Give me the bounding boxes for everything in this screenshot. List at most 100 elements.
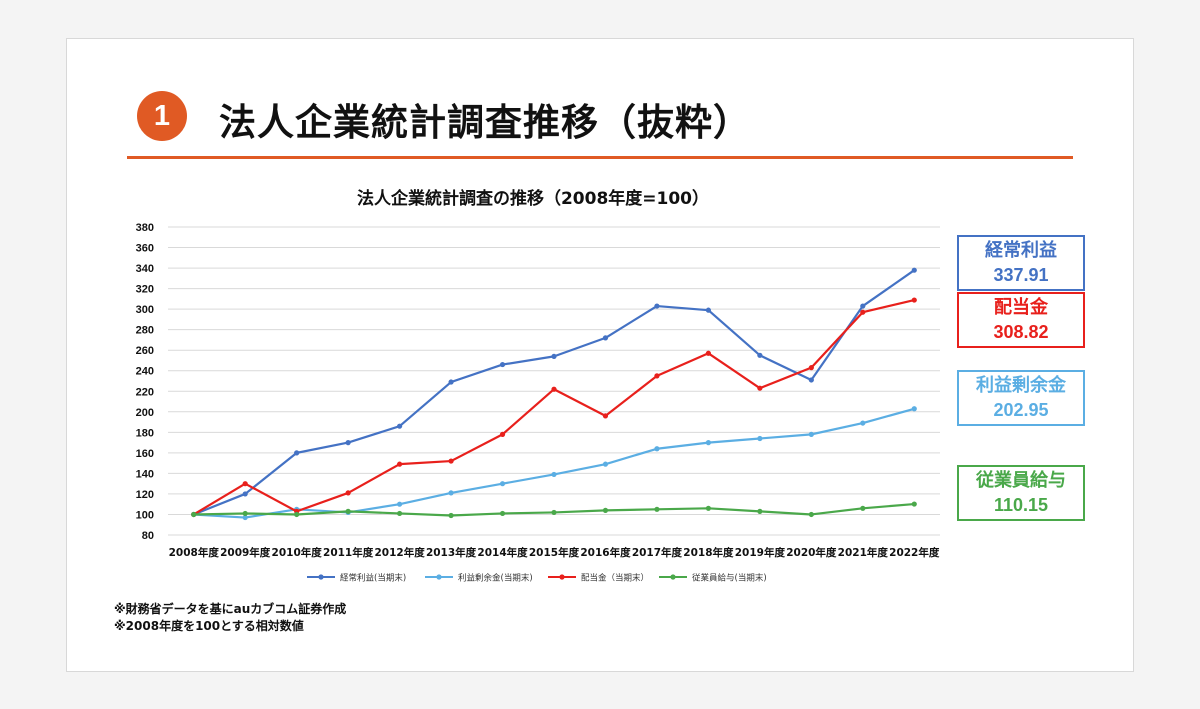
callout-keijo-rieki: 経常利益 337.91 <box>957 235 1085 291</box>
x-tick-label: 2016年度 <box>580 546 631 559</box>
source-note: ※財務省データを基にauカブコム証券作成 <box>114 602 347 616</box>
data-point <box>294 511 300 518</box>
data-point <box>551 353 557 359</box>
x-axis-ticks: 2008年度 2009年度 2010年度 2011年度 2012年度 2013年度 2014… <box>169 546 940 559</box>
legend-marker <box>559 574 565 580</box>
data-point <box>397 423 403 429</box>
legend-label: 経常利益(当期末) <box>340 573 406 584</box>
data-point <box>808 431 814 437</box>
chart-title: 法人企業統計調査の推移（2008年度=100） <box>356 189 710 209</box>
x-tick-label: 2010年度 <box>272 546 323 559</box>
y-tick-label: 160 <box>136 448 154 460</box>
data-point <box>757 508 763 514</box>
data-point <box>448 490 454 496</box>
y-tick-label: 380 <box>136 222 154 234</box>
relative-value-note: ※2008年度を100とする相対数値 <box>114 619 304 633</box>
title-divider <box>127 156 1073 159</box>
x-tick-label: 2022年度 <box>889 546 940 559</box>
legend-marker <box>436 574 442 580</box>
data-point <box>499 510 506 517</box>
y-tick-label: 340 <box>136 263 154 275</box>
data-point <box>602 461 609 467</box>
callout-label: 経常利益 <box>985 240 1057 261</box>
data-point <box>808 511 814 518</box>
data-point <box>397 461 403 467</box>
data-point <box>345 508 351 514</box>
callout-rieki-jouyokin: 利益剰余金 202.95 <box>957 370 1085 426</box>
slide-panel <box>66 38 1134 672</box>
data-point <box>654 303 660 309</box>
data-point <box>705 307 712 313</box>
data-point <box>602 507 609 513</box>
legend-label: 利益剰余金(当期末) <box>458 573 533 584</box>
x-tick-label: 2021年度 <box>838 546 889 559</box>
legend-label: 配当金（当期末） <box>581 573 649 584</box>
data-point <box>551 471 557 478</box>
data-point <box>345 440 351 446</box>
data-point <box>448 512 454 519</box>
data-point <box>911 297 917 303</box>
series-lines <box>191 267 917 521</box>
legend-marker <box>318 574 324 580</box>
x-tick-label: 2009年度 <box>220 546 271 559</box>
data-point <box>860 505 866 511</box>
data-point <box>499 481 506 487</box>
data-point <box>654 506 660 512</box>
callout-value: 110.15 <box>993 495 1049 515</box>
callout-juugyouin-kyuuyo: 従業員給与 110.15 <box>957 465 1085 521</box>
x-tick-label: 2008年度 <box>169 546 220 559</box>
data-point <box>242 510 248 517</box>
data-point <box>705 350 712 356</box>
y-tick-label: 300 <box>136 304 154 316</box>
y-tick-label: 120 <box>136 489 154 501</box>
data-point <box>602 413 609 419</box>
y-axis-ticks: 80 100 120 140 160 180 200 220 240 260 280 300 320 34… <box>136 222 154 542</box>
series-line <box>193 299 915 516</box>
data-point <box>448 379 454 385</box>
callout-value: 202.95 <box>993 400 1049 420</box>
data-point <box>808 377 814 383</box>
data-point <box>294 450 300 456</box>
data-point <box>705 440 712 446</box>
data-point <box>499 361 506 368</box>
callout-haitoukin: 配当金 308.82 <box>957 292 1085 348</box>
y-tick-label: 260 <box>136 345 154 357</box>
data-point <box>499 431 506 437</box>
x-tick-label: 2019年度 <box>735 546 786 559</box>
data-point <box>448 458 454 464</box>
callout-label: 従業員給与 <box>976 470 1066 491</box>
x-tick-label: 2018年度 <box>683 546 734 559</box>
callout-value: 337.91 <box>993 265 1049 285</box>
section-number-badge: 1 <box>137 91 187 141</box>
data-point <box>242 514 248 521</box>
data-point <box>757 435 763 442</box>
data-point <box>757 385 763 391</box>
x-tick-label: 2017年度 <box>632 546 683 559</box>
x-tick-label: 2014年度 <box>477 546 528 559</box>
page-title: 法人企業統計調査推移（抜粋） <box>219 101 751 144</box>
series-line <box>193 269 915 516</box>
data-point <box>911 501 917 507</box>
x-tick-label: 2015年度 <box>529 546 580 559</box>
callout-label: 利益剰余金 <box>976 375 1066 396</box>
data-point <box>551 509 557 516</box>
y-tick-label: 220 <box>136 386 154 398</box>
x-tick-label: 2020年度 <box>786 546 837 559</box>
data-point <box>242 481 248 487</box>
legend: 経常利益(当期末) 利益剰余金(当期末) 配当金（当期末） 従業員給与(当期末) <box>307 573 767 584</box>
y-tick-label: 80 <box>142 530 154 542</box>
data-point <box>705 505 712 511</box>
y-tick-label: 140 <box>136 468 154 480</box>
data-point <box>654 373 660 379</box>
grid-lines <box>168 226 940 536</box>
data-point <box>397 501 403 507</box>
data-point <box>602 335 609 341</box>
y-tick-label: 320 <box>136 284 154 296</box>
y-tick-label: 100 <box>136 509 154 521</box>
legend-label: 従業員給与(当期末) <box>692 573 767 584</box>
data-point <box>808 365 814 371</box>
data-point <box>242 491 248 497</box>
y-tick-label: 200 <box>136 407 154 419</box>
data-point <box>654 446 660 452</box>
